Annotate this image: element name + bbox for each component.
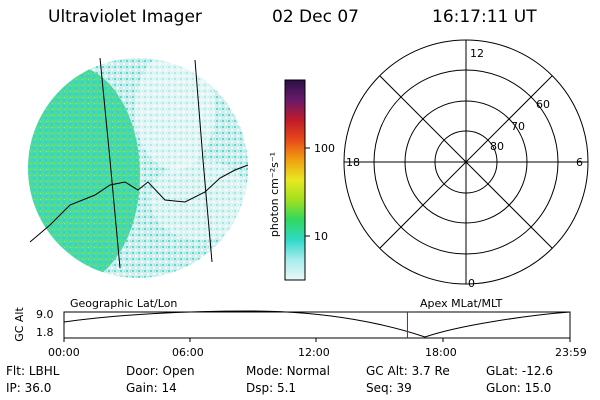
altitude-curve (63, 310, 571, 338)
info-gain: Gain: 14 (126, 381, 177, 395)
date-label: 02 Dec 07 (272, 7, 359, 27)
colorbar-unit-label: photon cm⁻²s⁻¹ (268, 151, 282, 238)
mlt-label-6: 6 (576, 156, 583, 169)
info-door: Door: Open (126, 364, 195, 378)
polar-grid (343, 39, 589, 285)
mlt-label-18: 18 (346, 156, 360, 169)
track-right-label: Apex MLat/MLT (420, 297, 503, 310)
colorbar-ticks (305, 147, 310, 237)
colorbar-tick-10: 10 (314, 230, 328, 243)
colorbar-tick-100: 100 (314, 142, 335, 155)
info-glat: GLat: -12.6 (486, 364, 553, 378)
lat-label-70: 70 (511, 120, 525, 133)
instrument-title: Ultraviolet Imager (48, 7, 202, 27)
mlt-label-0: 0 (468, 277, 475, 290)
uv-image-disk (28, 58, 248, 278)
info-flt: Flt: LBHL (6, 364, 60, 378)
info-dsp: Dsp: 5.1 (246, 381, 297, 395)
time-label: 16:17:11 UT (432, 7, 537, 27)
lat-label-80: 80 (490, 140, 504, 153)
track-plot-frame (63, 311, 571, 339)
info-ip: IP: 36.0 (6, 381, 52, 395)
x-tick-0600: 06:00 (172, 346, 204, 359)
track-x-ticks (63, 338, 571, 342)
track-y-label: GC Alt (12, 307, 26, 342)
colorbar (284, 79, 306, 281)
x-tick-0000: 00:00 (48, 346, 80, 359)
track-y-tick-1-8: 1.8 (36, 326, 54, 339)
info-seq: Seq: 39 (366, 381, 412, 395)
disk-overlay-lines (29, 57, 249, 269)
x-tick-2359: 23:59 (555, 346, 587, 359)
track-left-label: Geographic Lat/Lon (70, 297, 178, 310)
x-tick-1800: 18:00 (425, 346, 457, 359)
info-mode: Mode: Normal (246, 364, 330, 378)
lat-label-60: 60 (536, 98, 550, 111)
track-y-tick-9: 9.0 (36, 308, 54, 321)
info-gc-alt: GC Alt: 3.7 Re (366, 364, 450, 378)
x-tick-1200: 12:00 (298, 346, 330, 359)
mlt-label-12: 12 (470, 47, 484, 60)
info-glon: GLon: 15.0 (486, 381, 552, 395)
